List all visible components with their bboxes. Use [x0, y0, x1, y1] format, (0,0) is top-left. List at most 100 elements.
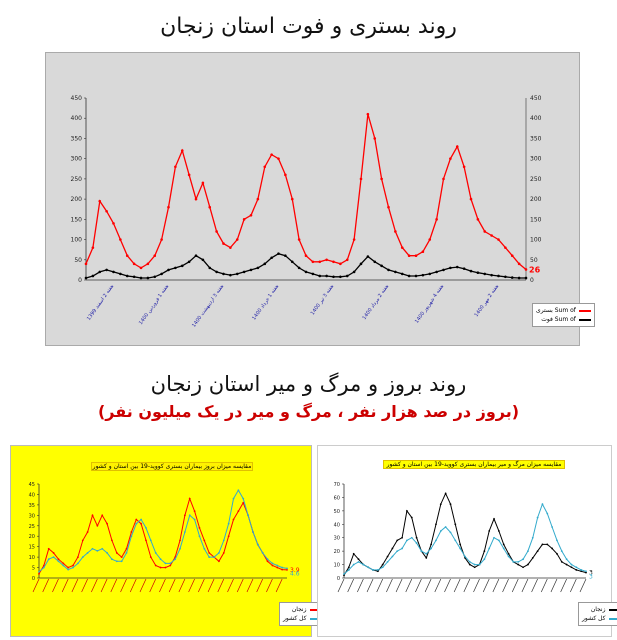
series-0-point	[81, 539, 84, 542]
series-line-0	[85, 114, 527, 271]
series-1-point	[391, 555, 394, 558]
x-tick-mark	[560, 578, 567, 593]
series-0-point	[160, 238, 163, 241]
series-0-point	[488, 530, 491, 532]
series-1-point	[91, 547, 94, 550]
series-1-point	[359, 262, 363, 266]
y-tick-label-right: 300	[530, 156, 542, 163]
series-0-point	[188, 497, 191, 500]
x-tick-mark	[502, 578, 509, 593]
series-1-point	[531, 536, 534, 539]
series-1-point	[72, 566, 74, 569]
y-tick-label: 30	[334, 536, 340, 542]
series-1-point	[585, 570, 587, 573]
series-1-point	[435, 270, 438, 274]
series-1-point	[444, 526, 447, 528]
x-tick-mark	[550, 578, 558, 593]
series-0-point	[510, 254, 514, 258]
series-1-point	[380, 264, 383, 268]
series-0-point	[483, 550, 486, 553]
series-1-point	[149, 539, 152, 542]
x-tick-mark	[337, 578, 345, 593]
series-0-point	[304, 254, 308, 258]
series-0-point	[421, 250, 425, 253]
series-1-point	[125, 274, 129, 278]
series-0-point	[565, 563, 568, 566]
series-1-point	[439, 530, 442, 532]
y-tick-label: 50	[334, 509, 340, 515]
series-1-point	[478, 563, 481, 566]
y-tick-label: 50	[74, 257, 82, 264]
series-1-point	[227, 522, 230, 525]
series-0-point	[266, 560, 269, 563]
series-1-point	[464, 555, 466, 558]
series-0-point	[546, 543, 549, 546]
series-1-point	[406, 539, 408, 542]
series-0-point	[380, 177, 383, 181]
series-0-point	[531, 556, 534, 559]
end-value-label: 3	[589, 573, 593, 580]
x-tick-mark	[386, 578, 393, 593]
series-1-point	[159, 558, 162, 561]
series-1-point	[81, 556, 84, 559]
series-1-point	[242, 497, 245, 500]
series-0-point	[536, 550, 539, 553]
series-1-point	[96, 549, 99, 552]
series-1-point	[179, 547, 181, 550]
series-1-point	[218, 552, 220, 554]
x-tick-mark	[540, 578, 548, 593]
series-0-point	[235, 238, 239, 241]
series-1-point	[536, 516, 539, 519]
series-1-point	[362, 563, 365, 566]
x-tick-mark	[32, 578, 40, 593]
series-0-point	[343, 574, 345, 577]
series-1-point	[510, 276, 514, 279]
series-1-point	[183, 531, 186, 533]
x-tick-mark	[434, 578, 442, 593]
series-1-point	[52, 556, 55, 559]
series-1-point	[414, 274, 418, 278]
series-0-point	[400, 246, 404, 249]
series-1-point	[256, 266, 260, 270]
series-0-point	[517, 563, 520, 566]
series-1-point	[101, 547, 104, 550]
series-0-point	[183, 514, 186, 517]
x-tick-mark	[110, 578, 118, 593]
series-0-point	[174, 165, 177, 169]
series-1-point	[483, 272, 487, 276]
series-1-point	[198, 535, 201, 538]
legend-item-deaths: Sum of فوت	[536, 315, 591, 324]
hospitalization-death-chart: 0 0 50 50 100 100 150 150 200 200 250 250 300 300 350 3…	[45, 52, 595, 346]
series-1-point	[345, 274, 349, 278]
series-1-point	[546, 512, 549, 515]
series-0-point	[459, 543, 462, 546]
end-value-label: 26	[529, 265, 541, 274]
y-tick-label: 400	[71, 115, 83, 122]
series-0-point	[153, 254, 157, 258]
series-1-point	[400, 272, 404, 276]
series-1-point	[352, 563, 355, 566]
series-1-point	[493, 536, 495, 539]
series-0-point	[376, 570, 379, 573]
series-0-point	[522, 566, 524, 569]
series-0-point	[229, 246, 232, 249]
series-0-point	[193, 510, 196, 513]
series-0-point	[106, 522, 108, 525]
series-0-point	[527, 563, 529, 566]
y-tick-label-right: 50	[530, 257, 538, 264]
series-1-point	[145, 526, 147, 529]
y-tick-label: 0	[78, 277, 82, 284]
series-0-point	[125, 254, 129, 258]
series-1-point	[339, 275, 342, 279]
x-tick-mark	[570, 578, 577, 593]
series-1-point	[271, 562, 274, 565]
series-1-point	[167, 268, 170, 272]
series-line-1	[85, 252, 526, 279]
series-1-point	[430, 547, 433, 550]
series-1-point	[42, 566, 45, 569]
series-1-point	[352, 270, 356, 274]
series-0-point	[551, 547, 554, 550]
x-tick-mark	[347, 578, 354, 593]
series-0-point	[227, 535, 230, 538]
